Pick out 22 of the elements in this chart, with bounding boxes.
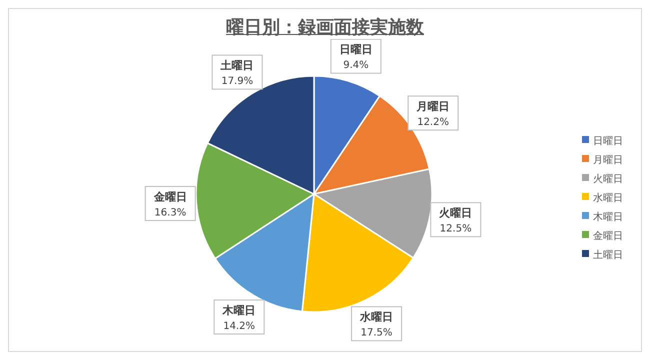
- slice-label: 日曜日: [339, 43, 372, 56]
- data-label: 9.4%: [343, 60, 369, 72]
- data-label: 12.2%: [417, 117, 449, 128]
- data-label: 16.3%: [154, 207, 186, 218]
- slice-label: 金曜日: [152, 190, 187, 204]
- data-label: 17.5%: [360, 328, 392, 339]
- slice-label: 月曜日: [416, 100, 450, 114]
- slice-label: 火曜日: [439, 206, 472, 220]
- data-label: 12.5%: [440, 224, 472, 235]
- data-label: 17.9%: [221, 76, 254, 88]
- chart-title: 曜日別：録画面接実施数: [225, 16, 425, 39]
- legend-label: 日曜日: [593, 136, 623, 146]
- legend-label: 月曜日: [593, 154, 623, 166]
- legend-label: 土曜日: [593, 250, 623, 260]
- data-label: 14.2%: [223, 321, 256, 332]
- legend-label: 水曜日: [593, 192, 623, 204]
- slice-label: 水曜日: [359, 310, 394, 324]
- legend-label: 火曜日: [593, 174, 623, 184]
- legend-label: 金曜日: [593, 230, 623, 242]
- slice-label: 土曜日: [220, 59, 254, 72]
- legend-label: 木曜日: [593, 212, 623, 222]
- slice-label: 木曜日: [222, 304, 256, 318]
